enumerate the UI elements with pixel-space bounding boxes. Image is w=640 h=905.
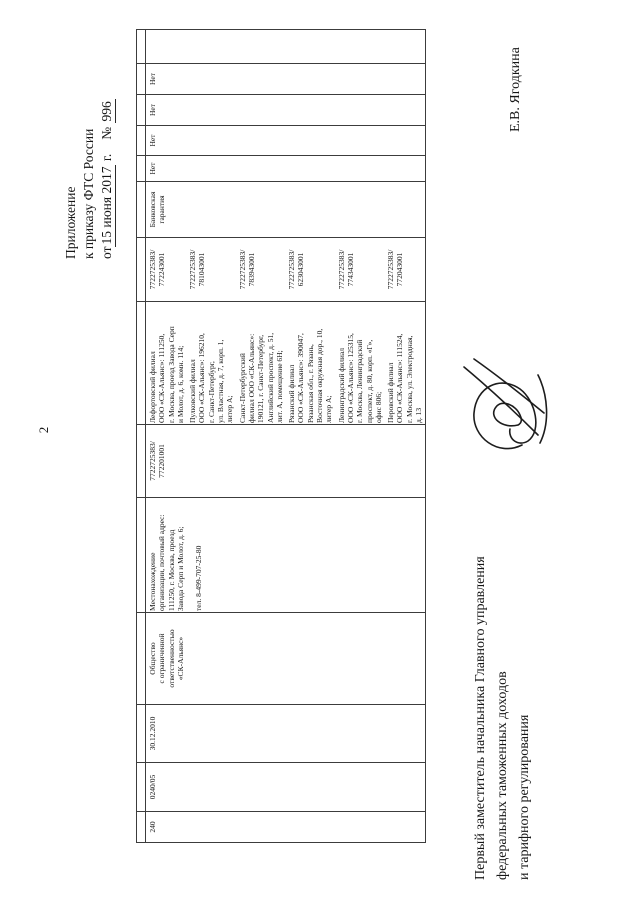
- signer-name: Е.В. Ягодкина: [508, 47, 523, 132]
- cell-extra-5: [145, 29, 426, 64]
- branch-entry: Санкт-Петербургский филиал ООО «СК-Альян…: [237, 332, 284, 423]
- branch-inn-kpp: 7722725383/ 772043001: [386, 249, 405, 290]
- cell-registration-number: 0240/05: [145, 762, 426, 812]
- customs-representatives-registry-table: 240 0240/05 30.12.2010 Общество с ограни…: [136, 29, 427, 843]
- header-date-suffix: г.: [99, 153, 114, 162]
- cell-organization-inn-kpp: 7722725383/ 772201001: [145, 424, 426, 498]
- cell-guarantee-type: Банковская гарантия: [145, 181, 426, 238]
- signer-job-title: Первый заместитель начальника Главного у…: [473, 556, 532, 880]
- header-date-value: 15 июня 2017: [99, 164, 116, 247]
- page-number: 2: [36, 426, 51, 434]
- header-line-3: от15 июня 2017 г. № 996: [98, 99, 116, 259]
- cell-inclusion-date: 30.12.2010: [145, 704, 426, 763]
- branch-inn-kpp: 7722725383/ 783943001: [237, 249, 256, 290]
- branch-inn-kpp: 7722725383/ 772243001: [148, 249, 167, 290]
- handwritten-signature: [463, 358, 548, 450]
- branch-entry: Ленинградский филиал ООО «СК-Альянс»: 12…: [336, 333, 383, 423]
- cell-row-number: 240: [145, 811, 426, 843]
- cell-extra-1: Нет: [145, 155, 426, 182]
- order-reference-header: Приложение к приказу ФТС России от15 июн…: [62, 99, 116, 259]
- branch-entry: Рязанский филиал ООО «СК-Альянс»: 390047…: [287, 328, 334, 423]
- branch-entry: Лефортовский филиал ООО «СК-Альянс»: 111…: [148, 326, 185, 423]
- header-line-2: к приказу ФТС России: [81, 128, 96, 259]
- cell-organization-location: Местонахождение организации, почтовый ад…: [145, 497, 426, 613]
- branch-inn-kpp: 7722725383/ 774343001: [336, 249, 355, 290]
- branch-entry: Пулковский филиал ООО «СК-Альянс»: 19621…: [188, 333, 235, 423]
- cell-extra-3: Нет: [145, 94, 426, 126]
- header-line-1: Приложение: [63, 186, 78, 259]
- cell-extra-4: Нет: [145, 63, 426, 95]
- branch-inn-kpp: 7722725383/ 623043001: [287, 249, 306, 290]
- branch-entry: Перовский филиал ООО «СК-Альянс»: 111524…: [386, 333, 424, 423]
- header-date-prefix: от: [99, 246, 114, 259]
- table-header-row: [136, 29, 146, 843]
- cell-organization-name: Общество с ограниченной ответственностью…: [145, 612, 426, 705]
- cell-extra-2: Нет: [145, 125, 426, 156]
- cell-branches-inn-kpp: 7722725383/ 772243001 7722725383/ 781043…: [145, 237, 426, 302]
- cell-branches: Лефортовский филиал ООО «СК-Альянс»: 111…: [145, 301, 426, 425]
- header-number-value: 996: [99, 99, 116, 124]
- table-row: 240 0240/05 30.12.2010 Общество с ограни…: [145, 29, 426, 843]
- branch-inn-kpp: 7722725383/ 781043001: [188, 249, 207, 290]
- header-number-label: №: [99, 126, 114, 140]
